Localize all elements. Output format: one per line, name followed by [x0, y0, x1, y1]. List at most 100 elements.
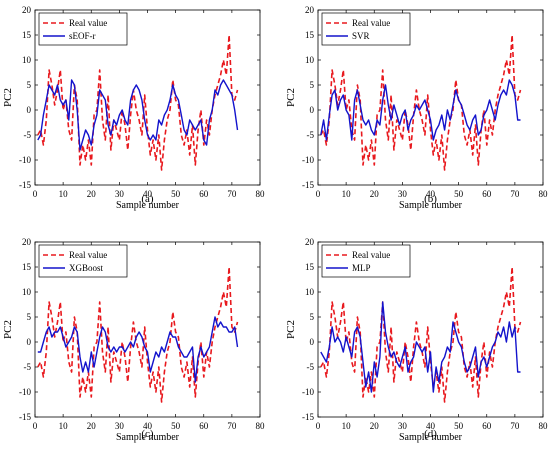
- x-tick-label: 0: [316, 189, 321, 199]
- x-tick-label: 20: [87, 421, 97, 431]
- x-tick-label: 20: [87, 189, 97, 199]
- y-tick-label: 10: [305, 55, 315, 65]
- y-axis-label: PC2: [2, 320, 14, 339]
- real-value-line: [37, 266, 239, 403]
- x-tick-label: 0: [33, 189, 38, 199]
- x-tick-label: 0: [316, 421, 321, 431]
- x-tick-label: 70: [227, 421, 237, 431]
- x-axis-label: Sample number: [116, 200, 180, 211]
- legend-entry: Real value: [352, 18, 390, 28]
- prediction-line: [320, 301, 521, 393]
- x-tick-label: 40: [143, 189, 153, 199]
- legend-entry: SVR: [352, 31, 370, 41]
- x-tick-label: 80: [256, 421, 266, 431]
- y-tick-label: 20: [22, 237, 32, 247]
- y-tick-label: -10: [302, 387, 314, 397]
- legend-box: [321, 12, 411, 46]
- y-tick-label: 5: [27, 312, 32, 322]
- y-tick-label: -15: [19, 180, 31, 190]
- x-tick-label: 30: [115, 421, 125, 431]
- x-tick-label: 20: [370, 189, 380, 199]
- x-tick-label: 70: [510, 189, 520, 199]
- y-tick-label: 5: [310, 80, 315, 90]
- x-tick-label: 60: [482, 189, 492, 199]
- x-tick-label: 0: [33, 421, 38, 431]
- x-tick-label: 40: [143, 421, 153, 431]
- panel-label: (a): [141, 193, 154, 205]
- legend-box: [38, 12, 128, 46]
- y-tick-label: -15: [302, 180, 314, 190]
- x-axis-label: Sample number: [399, 432, 463, 443]
- y-tick-label: 10: [22, 287, 32, 297]
- y-tick-label: -10: [19, 155, 31, 165]
- y-axis-label: PC2: [285, 320, 297, 339]
- x-axis-label: Sample number: [116, 432, 180, 443]
- legend-entry: Real value: [352, 250, 390, 260]
- y-tick-label: 10: [22, 55, 32, 65]
- y-tick-label: -15: [302, 412, 314, 422]
- x-tick-label: 10: [59, 421, 69, 431]
- prediction-line: [320, 79, 521, 141]
- y-axis-label: PC2: [285, 88, 297, 107]
- y-tick-label: 5: [27, 80, 32, 90]
- x-tick-label: 30: [398, 421, 408, 431]
- real-value-line: [320, 266, 522, 403]
- x-tick-label: 80: [539, 189, 549, 199]
- chart-panel-b: 0 10 20 30 40 50 60 70 80 -15 -10 -5 0 5 10 15 20 Sample …: [285, 5, 548, 211]
- chart-panel-c: 0 10 20 30 40 50 60 70 80 -15 -10 -5 0 5 10 15 20 Sample …: [2, 237, 265, 443]
- y-tick-label: 15: [305, 262, 315, 272]
- y-tick-label: -10: [19, 387, 31, 397]
- legend-box: [38, 244, 128, 278]
- x-tick-label: 30: [398, 189, 408, 199]
- panel-label: (d): [424, 428, 437, 440]
- x-axis-label: Sample number: [399, 200, 463, 211]
- legend-entry: Real value: [69, 18, 107, 28]
- y-tick-label: 5: [310, 312, 315, 322]
- y-tick-label: 0: [310, 337, 315, 347]
- x-tick-label: 30: [115, 189, 125, 199]
- x-tick-label: 60: [199, 421, 209, 431]
- y-tick-label: 20: [22, 5, 32, 15]
- x-tick-label: 40: [426, 189, 436, 199]
- real-value-line: [37, 34, 239, 171]
- x-tick-label: 50: [454, 421, 464, 431]
- legend-entry: MLP: [352, 263, 371, 273]
- x-tick-label: 80: [256, 189, 266, 199]
- x-tick-label: 70: [510, 421, 520, 431]
- y-tick-label: -10: [302, 155, 314, 165]
- y-tick-label: 15: [22, 262, 32, 272]
- y-tick-label: -5: [24, 362, 32, 372]
- y-tick-label: 0: [27, 337, 32, 347]
- prediction-line: [37, 79, 239, 151]
- y-tick-label: -5: [24, 130, 32, 140]
- x-tick-label: 60: [482, 421, 492, 431]
- x-tick-label: 50: [454, 189, 464, 199]
- y-tick-label: 15: [305, 30, 315, 40]
- x-tick-label: 60: [199, 189, 209, 199]
- y-tick-label: 15: [22, 30, 32, 40]
- y-tick-label: -15: [19, 412, 31, 422]
- x-tick-label: 50: [171, 189, 181, 199]
- x-tick-label: 40: [426, 421, 436, 431]
- y-tick-label: 0: [27, 105, 32, 115]
- legend-entry: XGBoost: [69, 263, 104, 273]
- legend-entry: Real value: [69, 250, 107, 260]
- legend-entry: sEOF-r: [69, 31, 96, 41]
- chart-panel-d: 0 10 20 30 40 50 60 70 80 -15 -10 -5 0 5 10 15 20 Sample …: [285, 237, 548, 443]
- x-tick-label: 70: [227, 189, 237, 199]
- chart-panel-a: 0 10 20 30 40 50 60 70 80 -15 -10 -5 0 5 10 15 20 Sample …: [2, 5, 265, 211]
- panel-label: (b): [424, 193, 437, 205]
- y-tick-label: 0: [310, 105, 315, 115]
- y-tick-label: -5: [307, 130, 315, 140]
- y-tick-label: 20: [305, 237, 315, 247]
- y-tick-label: 20: [305, 5, 315, 15]
- x-tick-label: 80: [539, 421, 549, 431]
- x-tick-label: 10: [342, 421, 352, 431]
- y-tick-label: 10: [305, 287, 315, 297]
- x-tick-label: 10: [59, 189, 69, 199]
- prediction-line: [37, 316, 239, 383]
- y-tick-label: -5: [307, 362, 315, 372]
- x-tick-label: 10: [342, 189, 352, 199]
- legend-box: [321, 244, 411, 278]
